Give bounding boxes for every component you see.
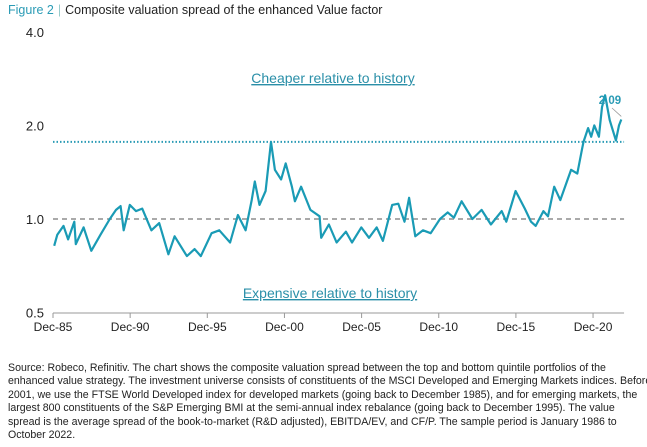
figure-label: Figure 2 (8, 3, 54, 17)
x-tick-label: Dec-85 (34, 320, 73, 334)
footnote-line: enhanced value strategy. The investment … (8, 375, 647, 388)
end-value-label: 2.09 (599, 95, 621, 107)
line-chart: 0.5 1.0 2.0 4.0 Dec-85 Dec-90 Dec-95 Dec-00 Dec-… (26, 25, 625, 334)
footnote-line: largest 800 constituents of the S&P Emer… (8, 402, 615, 415)
figure-title: Figure 2 | Composite valuation spread of t… (8, 3, 382, 17)
footnote: Source: Robeco, Refinitiv. The chart sho… (8, 362, 647, 442)
y-tick-label: 2.0 (26, 118, 44, 133)
x-tick-label: Dec-05 (342, 320, 381, 334)
expensive-label: Expensive relative to history (243, 285, 417, 301)
x-tick-label: Dec-20 (574, 320, 613, 334)
x-tick-label: Dec-10 (419, 320, 458, 334)
series-line (53, 94, 623, 258)
footnote-line: 2001, we use the FTSE World Developed in… (8, 388, 638, 401)
footnote-line: spread is the average spread of the book… (8, 415, 617, 428)
chart-title: Composite valuation spread of the enhanc… (65, 3, 383, 17)
x-tick-label: Dec-00 (265, 320, 304, 334)
cheaper-label: Cheaper relative to history (251, 70, 414, 86)
y-tick-label: 0.5 (26, 306, 44, 321)
y-tick-label: 1.0 (26, 212, 44, 227)
title-separator: | (57, 3, 62, 17)
x-tick-label: Dec-95 (188, 320, 227, 334)
footnote-line: October 2022. (8, 429, 76, 442)
x-tick-label: Dec-90 (111, 320, 150, 334)
x-tick-label: Dec-15 (497, 320, 536, 334)
end-value-leader (611, 107, 622, 117)
y-tick-label: 4.0 (26, 25, 44, 40)
footnote-line: Source: Robeco, Refinitiv. The chart sho… (8, 362, 606, 374)
